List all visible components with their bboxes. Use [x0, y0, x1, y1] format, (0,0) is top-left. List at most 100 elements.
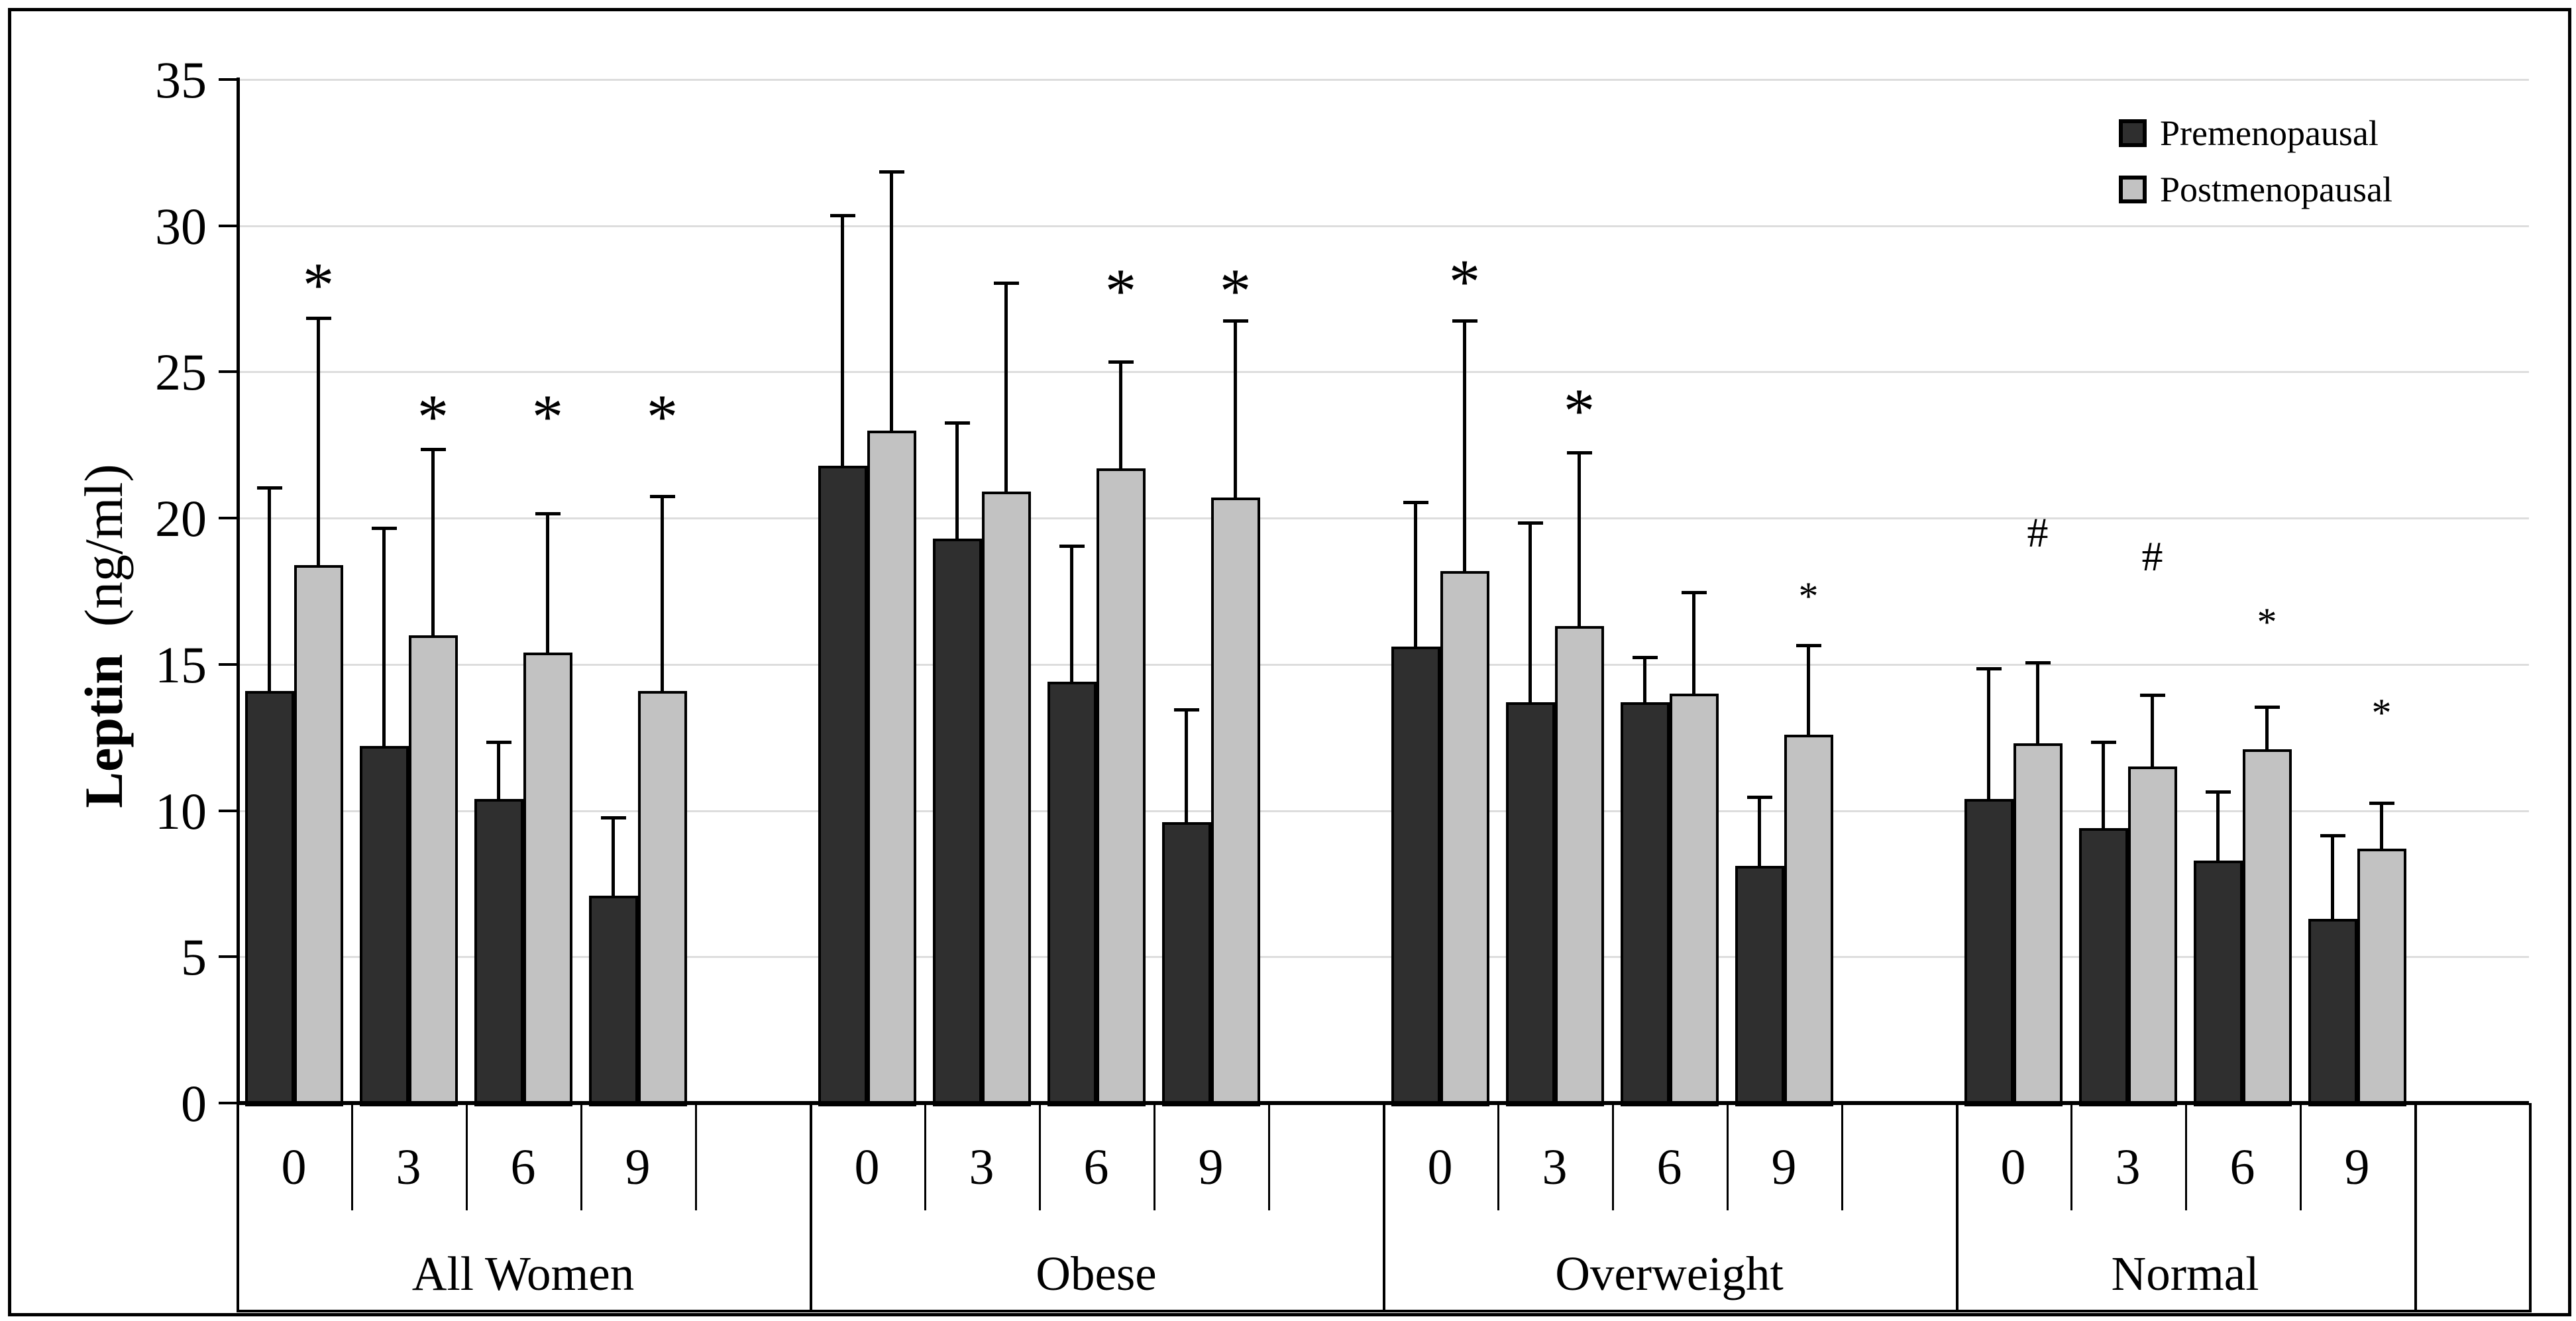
gridline	[237, 810, 2529, 812]
group-label: Normal	[2111, 1247, 2259, 1300]
significance-marker: *	[1219, 255, 1252, 326]
time-label: 0	[1427, 1139, 1453, 1195]
time-cell-separator	[695, 1103, 697, 1210]
error-bar-cap	[256, 486, 282, 490]
error-bar-cap	[1403, 500, 1428, 504]
significance-marker: *	[1104, 255, 1137, 326]
time-cell-separator	[1841, 1103, 1843, 1210]
error-bar	[2151, 693, 2154, 767]
error-bar-cap	[486, 740, 511, 744]
error-bar	[546, 512, 549, 653]
error-bar	[841, 214, 844, 466]
y-tick-label: 10	[155, 782, 207, 840]
error-bar-cap	[535, 512, 561, 516]
bar-premenopausal	[818, 465, 867, 1106]
error-bar	[955, 421, 959, 539]
y-axis-spine	[237, 77, 240, 1105]
significance-marker: *	[2371, 691, 2392, 735]
bar-premenopausal	[2078, 828, 2128, 1106]
error-bar-cap	[371, 527, 397, 531]
error-bar	[612, 816, 615, 896]
group-boundary-line	[237, 1103, 239, 1312]
bar-premenopausal	[1391, 647, 1440, 1106]
premenopausal-swatch-icon	[2119, 119, 2147, 147]
time-label: 3	[2115, 1139, 2141, 1195]
bar-postmenopausal	[1669, 693, 1719, 1106]
error-bar-cap	[1566, 450, 1592, 454]
error-bar-cap	[1976, 667, 2002, 671]
error-bar-cap	[2025, 661, 2051, 665]
significance-marker: #	[2027, 509, 2049, 556]
error-bar	[2265, 705, 2269, 749]
time-label: 9	[625, 1139, 651, 1195]
error-bar-cap	[1796, 643, 1821, 647]
error-bar	[1004, 281, 1008, 492]
bar-postmenopausal	[408, 635, 458, 1106]
error-bar	[2380, 802, 2383, 849]
time-cell-separator	[1612, 1103, 1614, 1210]
error-bar-cap	[2369, 802, 2394, 806]
bar-premenopausal	[1505, 702, 1555, 1106]
error-bar	[317, 316, 320, 565]
time-cell-separator	[2185, 1103, 2187, 1210]
gridline	[237, 663, 2529, 666]
time-cell-separator	[466, 1103, 468, 1210]
y-axis-tick	[219, 517, 237, 520]
y-axis-tick	[219, 224, 237, 227]
bar-premenopausal	[359, 746, 409, 1106]
y-tick-label: 20	[155, 490, 207, 548]
time-label: 9	[1198, 1139, 1224, 1195]
bar-postmenopausal	[2127, 766, 2177, 1106]
bar-premenopausal	[1620, 702, 1670, 1106]
error-bar	[1643, 655, 1646, 703]
significance-marker: *	[2257, 600, 2277, 645]
error-bar-cap	[1108, 360, 1134, 364]
error-bar	[497, 740, 500, 799]
group-boundary-line	[1956, 1103, 1959, 1312]
time-cell-separator	[1154, 1103, 1155, 1210]
bar-premenopausal	[588, 895, 638, 1106]
legend-item-premenopausal: Premenopausal	[2119, 105, 2392, 161]
group-boundary-line	[1383, 1103, 1385, 1312]
group-boundary-line	[810, 1103, 812, 1312]
legend-label: Postmenopausal	[2160, 169, 2392, 209]
y-tick-label: 0	[181, 1075, 207, 1132]
time-cell-separator	[1727, 1103, 1729, 1210]
error-bar-cap	[1681, 591, 1707, 595]
error-bar	[431, 448, 435, 635]
group-label: Obese	[1036, 1247, 1157, 1300]
group-label: All Women	[411, 1247, 635, 1300]
error-bar-cap	[1746, 796, 1772, 800]
error-bar-cap	[600, 816, 626, 820]
y-tick-label: 15	[155, 635, 207, 694]
bar-postmenopausal	[1554, 626, 1604, 1106]
bar-premenopausal	[1161, 822, 1211, 1106]
bar-postmenopausal	[2357, 848, 2406, 1106]
error-bar	[2102, 740, 2105, 829]
bar-postmenopausal	[1784, 734, 1833, 1106]
group-label: Overweight	[1555, 1247, 1784, 1300]
error-bar-cap	[944, 421, 970, 425]
bar-premenopausal	[2193, 860, 2243, 1106]
bar-postmenopausal	[1096, 468, 1146, 1106]
bar-postmenopausal	[294, 564, 343, 1106]
error-bar-cap	[2205, 790, 2231, 794]
group-boundary-line	[2414, 1103, 2417, 1312]
error-bar-cap	[1517, 521, 1543, 525]
error-bar-cap	[2090, 740, 2116, 744]
bar-postmenopausal	[1210, 498, 1260, 1106]
error-bar-cap	[1059, 544, 1085, 548]
error-bar-cap	[1173, 708, 1199, 712]
time-label: 0	[281, 1139, 307, 1195]
y-axis-tick	[219, 78, 237, 81]
bar-postmenopausal	[867, 430, 916, 1106]
y-tick-label: 5	[181, 928, 207, 986]
error-bar	[2036, 661, 2039, 744]
bar-postmenopausal	[2242, 749, 2292, 1106]
time-cell-separator	[2300, 1103, 2302, 1210]
time-cell-separator	[2070, 1103, 2072, 1210]
error-bar-cap	[830, 214, 855, 218]
significance-marker: *	[1563, 375, 1595, 446]
error-bar	[1987, 667, 1990, 799]
error-bar	[1119, 360, 1122, 469]
